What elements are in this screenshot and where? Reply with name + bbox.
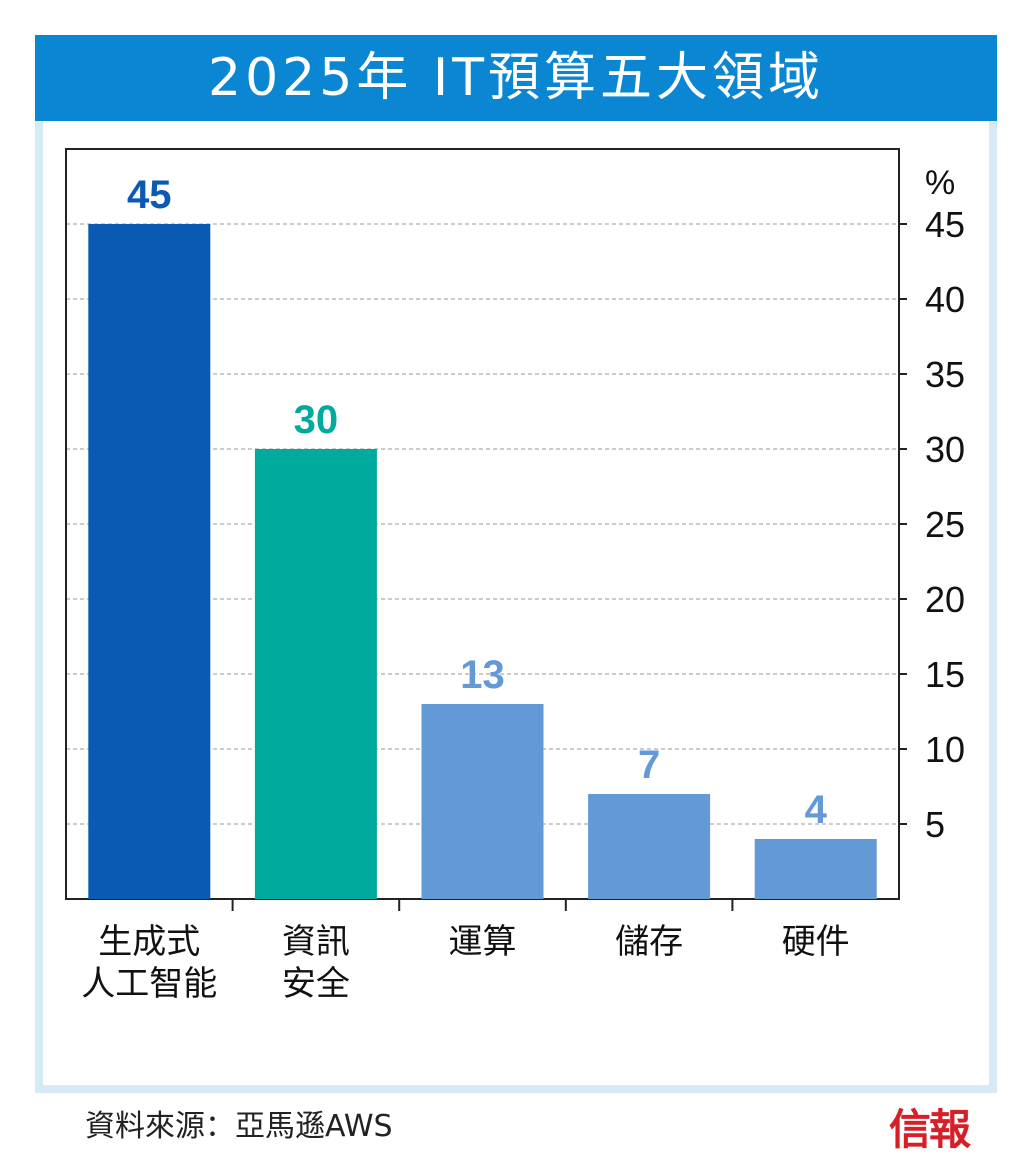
source-note: 資料來源：亞馬遜AWS — [85, 1109, 393, 1144]
x-tick-label: 生成式 人工智能 — [69, 921, 229, 1005]
x-tick-label-line: 安全 — [281, 964, 350, 1004]
x-tick-label-line: 生成式 — [98, 922, 201, 962]
y-tick-label: 15 — [925, 654, 965, 695]
bar — [421, 704, 544, 899]
y-unit-label: % — [925, 164, 955, 202]
x-tick-label: 儲存 — [569, 921, 729, 963]
x-tick-label-line: 人工智能 — [81, 964, 218, 1004]
bar — [88, 224, 211, 899]
y-tick-label: 45 — [925, 204, 965, 245]
data-label: 7 — [638, 743, 660, 787]
data-label: 13 — [460, 653, 505, 697]
y-tick-label: 40 — [925, 279, 965, 320]
x-tick-label-line: 儲存 — [615, 922, 684, 962]
x-tick-label: 硬件 — [736, 921, 896, 963]
publisher-logo: 信報 — [888, 1105, 971, 1154]
bar — [588, 794, 711, 899]
title-bar: 2025年 IT預算五大領域 — [35, 35, 997, 121]
y-tick-label: 10 — [925, 729, 965, 770]
x-tick-label-line: 硬件 — [781, 922, 850, 962]
y-tick-label: 25 — [925, 504, 965, 545]
y-tick-label: 30 — [925, 429, 965, 470]
data-label: 4 — [805, 788, 828, 832]
bar — [254, 449, 377, 899]
chart-panel: 5 10 15 20 25 30 35 40 45% 45 30 13 7 4 生成式 人工智能 資訊 安全 運算… — [43, 121, 989, 1154]
chart-frame: 2025年 IT預算五大領域 5 10 15 20 25 30 35 40 45% 45 30 13 7… — [35, 35, 997, 1154]
x-tick-label: 運算 — [403, 921, 563, 963]
data-label: 45 — [127, 173, 172, 217]
y-tick-label: 20 — [925, 579, 965, 620]
x-tick-label-line: 運算 — [448, 922, 517, 962]
bar — [754, 839, 877, 899]
y-tick-label: 35 — [925, 354, 965, 395]
x-tick-label-line: 資訊 — [281, 922, 350, 962]
data-label: 30 — [294, 398, 339, 442]
x-tick-label: 資訊 安全 — [236, 921, 396, 1005]
chart-title: 2025年 IT預算五大領域 — [208, 48, 824, 108]
y-tick-label: 5 — [925, 804, 945, 845]
